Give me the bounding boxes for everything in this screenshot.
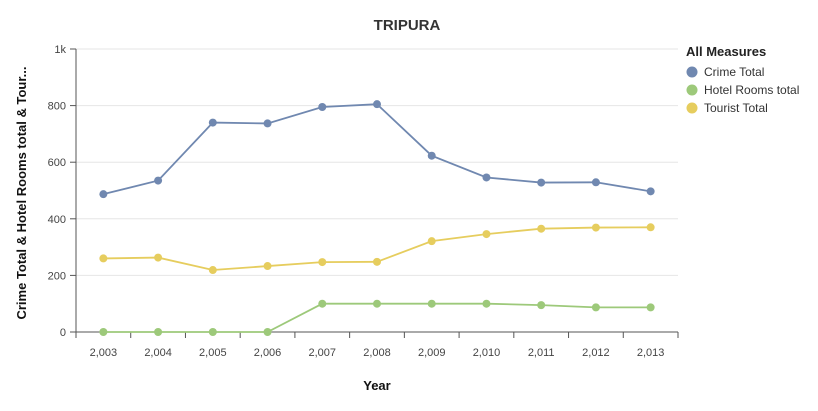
data-point-tourist-total[interactable] (591, 223, 600, 232)
y-tick-label: 400 (48, 214, 66, 226)
data-point-crime-total[interactable] (373, 100, 381, 109)
data-point-tourist-total[interactable] (208, 266, 217, 275)
data-point-tourist-total[interactable] (99, 254, 108, 263)
data-point-hotel-rooms-total[interactable] (646, 303, 655, 312)
data-point-crime-total[interactable] (318, 103, 327, 112)
data-point-crime-total[interactable] (99, 190, 108, 199)
data-point-hotel-rooms-total[interactable] (482, 299, 491, 308)
data-point-tourist-total[interactable] (537, 224, 546, 233)
data-point-hotel-rooms-total[interactable] (373, 299, 381, 308)
x-tick-label: 2,010 (473, 347, 501, 359)
legend-item-crime-total[interactable]: Crime Total (686, 65, 765, 79)
y-tick-label: 800 (48, 101, 66, 113)
data-point-crime-total[interactable] (427, 151, 436, 160)
data-point-tourist-total[interactable] (646, 223, 655, 232)
chart-title: TRIPURA (374, 17, 441, 34)
data-point-hotel-rooms-total[interactable] (537, 301, 546, 310)
x-tick-label: 2,008 (363, 347, 391, 359)
x-tick-label: 2,013 (637, 347, 665, 359)
legend-marker (686, 84, 698, 96)
x-axis: 2,003 2,004 2,005 2,006 2,007 2,008 2,009 2,010… (75, 331, 679, 359)
legend[interactable]: All Measures Crime Total Hotel Rooms tota… (686, 44, 799, 115)
data-point-tourist-total[interactable] (373, 257, 381, 266)
data-point-hotel-rooms-total[interactable] (263, 328, 272, 336)
series-line-hotel-rooms-total (103, 302, 651, 333)
legend-marker (686, 102, 698, 114)
legend-title: All Measures (686, 44, 766, 59)
series-layer (99, 100, 655, 336)
legend-label: Tourist Total (704, 101, 768, 115)
legend-item-hotel-rooms-total[interactable]: Hotel Rooms total (686, 83, 800, 97)
x-tick-label: 2,009 (418, 347, 446, 359)
x-tick-label: 2,005 (199, 347, 227, 359)
y-axis: 0 200 400 600 800 1k (48, 44, 77, 339)
data-point-crime-total[interactable] (537, 178, 546, 187)
x-tick-label: 2,006 (254, 347, 282, 359)
x-tick-label: 2,003 (90, 347, 118, 359)
x-tick-label: 2,011 (528, 347, 555, 359)
data-point-tourist-total[interactable] (427, 237, 436, 246)
data-point-crime-total[interactable] (263, 119, 272, 128)
data-point-crime-total[interactable] (646, 187, 655, 196)
legend-label: Hotel Rooms total (704, 83, 799, 97)
data-point-tourist-total[interactable] (263, 262, 272, 271)
x-axis-label: Year (363, 378, 390, 393)
data-point-hotel-rooms-total[interactable] (591, 303, 600, 312)
data-point-tourist-total[interactable] (482, 230, 491, 239)
legend-item-tourist-total[interactable]: Tourist Total (686, 101, 768, 115)
y-tick-label: 1k (54, 44, 66, 56)
legend-label: Crime Total (704, 65, 764, 79)
gridlines (76, 48, 678, 276)
data-point-crime-total[interactable] (482, 173, 491, 182)
y-axis-label: Crime Total & Hotel Rooms total & Tour..… (14, 66, 29, 319)
y-tick-label: 600 (48, 157, 66, 169)
y-tick-label: 200 (48, 270, 66, 282)
data-point-hotel-rooms-total[interactable] (154, 328, 163, 336)
data-point-tourist-total[interactable] (154, 253, 163, 262)
data-point-crime-total[interactable] (208, 118, 217, 127)
x-tick-label: 2,007 (309, 347, 337, 359)
data-point-crime-total[interactable] (154, 176, 163, 185)
x-tick-label: 2,004 (144, 347, 172, 359)
data-point-hotel-rooms-total[interactable] (208, 328, 217, 336)
legend-marker (686, 66, 698, 78)
data-point-hotel-rooms-total[interactable] (99, 328, 108, 336)
series-line-crime-total (103, 103, 651, 196)
data-point-hotel-rooms-total[interactable] (427, 299, 436, 308)
x-tick-label: 2,012 (582, 347, 610, 359)
y-tick-label: 0 (60, 327, 66, 339)
data-point-hotel-rooms-total[interactable] (318, 299, 327, 308)
data-point-crime-total[interactable] (591, 178, 600, 187)
data-point-tourist-total[interactable] (318, 258, 327, 267)
